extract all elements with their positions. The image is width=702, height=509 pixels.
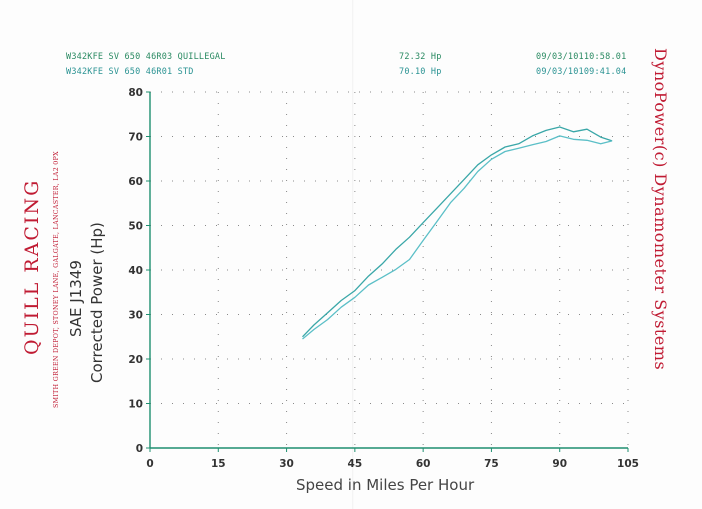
y-tick-label: 20 xyxy=(128,354,143,366)
run2-power: 70.10 Hp xyxy=(399,67,442,77)
series-line-2 xyxy=(302,135,613,340)
tick-labels: 0 15 30 45 60 75 90 105 0 10 20 30 40 50 60 70 80 xyxy=(128,87,639,470)
series-lines xyxy=(302,126,613,340)
y-tick-label: 70 xyxy=(128,132,143,144)
run1-power: 72.32 Hp xyxy=(399,52,442,62)
y-tick-label: 10 xyxy=(128,399,143,411)
grid-lines xyxy=(150,91,629,448)
y-tick-label: 30 xyxy=(128,310,143,322)
y-tick-label: 60 xyxy=(128,176,143,188)
x-tick-label: 75 xyxy=(484,458,499,470)
run2-timestamp: 09/03/10109:41.04 xyxy=(536,67,627,77)
x-tick-label: 105 xyxy=(617,458,639,470)
y-tick-label: 80 xyxy=(128,87,143,99)
x-tick-label: 0 xyxy=(146,458,153,470)
x-tick-label: 45 xyxy=(348,458,363,470)
x-tick-label: 90 xyxy=(552,458,567,470)
run1-timestamp: 09/03/10110:58.01 xyxy=(536,52,627,62)
run1-label: W342KFE SV 650 46R03 QUILLEGAL xyxy=(66,52,226,62)
run2-label: W342KFE SV 650 46R01 STD xyxy=(66,67,194,77)
paper-fold-crease xyxy=(352,0,354,509)
x-tick-label: 15 xyxy=(211,458,226,470)
y-tick-label: 0 xyxy=(136,443,143,455)
y-tick-label: 50 xyxy=(128,221,143,233)
x-tick-label: 60 xyxy=(416,458,431,470)
x-axis-label: Speed in Miles Per Hour xyxy=(296,476,475,494)
chart-axes xyxy=(146,91,629,452)
y-tick-label: 40 xyxy=(128,265,143,277)
series-line-1 xyxy=(302,126,613,338)
x-tick-label: 30 xyxy=(279,458,294,470)
